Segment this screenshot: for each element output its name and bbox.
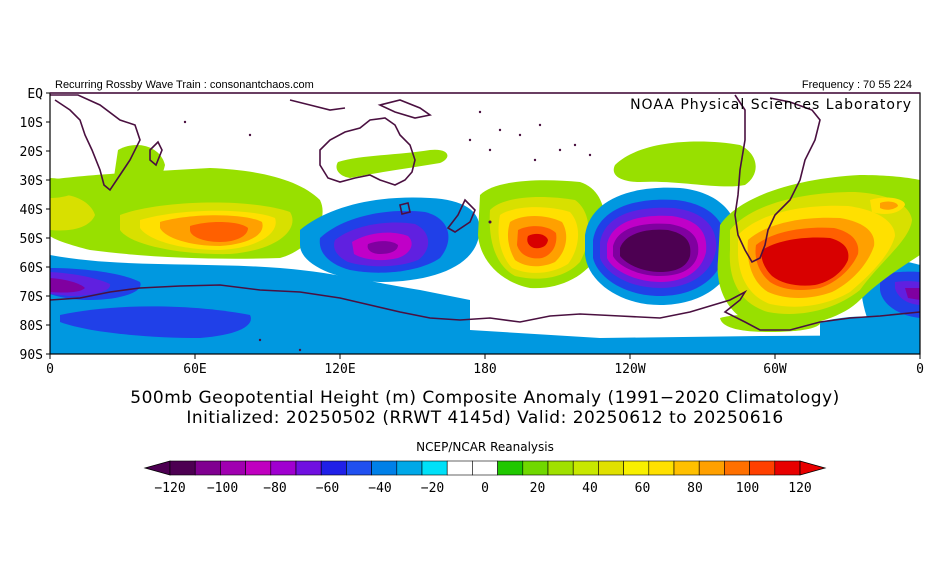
lon-label: 60W [763, 362, 787, 377]
colorbar-swatch [270, 460, 297, 476]
lat-label: 40S [20, 203, 43, 218]
colorbar-tick-label: −40 [368, 481, 391, 496]
green-patch-australia [336, 149, 448, 178]
frequency-note: Frequency : 70 55 224 [802, 79, 912, 91]
colorbar-arrow-right [799, 460, 827, 476]
latitude-axis: EQ 10S 20S 30S 40S 50S 60S 70S 80S 90S [20, 87, 50, 363]
lat-label: 30S [20, 174, 43, 189]
lon-label: 0 [916, 362, 924, 377]
longitude-axis: 0 60E 120E 180 120W 60W 0 [46, 354, 924, 377]
colorbar-swatch [371, 460, 398, 476]
colorbar-swatch [421, 460, 448, 476]
lon-label: 0 [46, 362, 54, 377]
title-line-1: 500mb Geopotential Height (m) Composite … [130, 388, 839, 408]
colorbar-arrow-left [143, 460, 171, 476]
colorbar-swatch [623, 460, 650, 476]
colorbar-tick-label: −20 [421, 481, 444, 496]
coastlines [50, 94, 920, 331]
islands [183, 110, 592, 352]
title-line-2: Initialized: 20250502 (RRWT 4145d) Valid… [186, 408, 783, 428]
lon-label: 120W [614, 362, 645, 377]
lon-label: 120E [324, 362, 355, 377]
lat-label: 90S [20, 348, 43, 363]
lab-label: NOAA Physical Sciences Laboratory [630, 97, 912, 113]
green-patch-0e [50, 178, 78, 198]
green-patch-eastpacific [613, 141, 756, 187]
colorbar-swatch [724, 460, 750, 476]
antarctic-low-band [50, 255, 920, 354]
lat-label: 80S [20, 319, 43, 334]
colorbar-tick-label: −120 [154, 481, 185, 496]
colorbar-swatch [673, 460, 700, 476]
positive-center-50w [717, 175, 920, 332]
data-source-label: NCEP/NCAR Reanalysis [416, 440, 554, 454]
negative-center-140e [300, 197, 480, 282]
colorbar-swatch [598, 460, 624, 476]
colorbar-tick-label: 60 [635, 481, 651, 496]
colorbar-tick-label: 120 [788, 481, 811, 496]
colorbar-swatch [245, 460, 272, 476]
lat-label: 10S [20, 116, 43, 131]
colorbar-swatch [320, 460, 347, 476]
green-patch-20s [112, 145, 165, 192]
colorbar-labels: −120 −100 −80 −60 −40 −20 0 20 40 60 80 100 120 [154, 481, 811, 496]
colorbar-swatch [648, 460, 675, 476]
colorbar-swatch [446, 460, 473, 476]
colorbar-tick-label: −100 [207, 481, 238, 496]
colorbar-swatch [295, 460, 322, 476]
lat-label: 50S [20, 232, 43, 247]
lat-label: 60S [20, 261, 43, 276]
colorbar-swatch [396, 460, 423, 476]
colorbar-swatch [346, 460, 372, 476]
negative-center-130w [585, 187, 739, 305]
colorbar-tick-label: 100 [736, 481, 759, 496]
lon-label: 180 [473, 362, 496, 377]
colorbar-tick-label: 0 [481, 481, 489, 496]
colorbar-swatch [194, 460, 221, 476]
colorbar-swatch [749, 460, 776, 476]
colorbar-swatch [497, 460, 524, 476]
colorbar-tick-label: −80 [263, 481, 286, 496]
lat-label: 20S [20, 145, 43, 160]
lat-label: 70S [20, 290, 43, 305]
colorbar-swatch [547, 460, 574, 476]
colorbar-tick-label: 40 [582, 481, 598, 496]
source-note: Recurring Rossby Wave Train : consonantc… [55, 79, 314, 91]
colorbar-swatch [698, 460, 725, 476]
colorbar-tick-label: 20 [530, 481, 546, 496]
colorbar-swatch [572, 460, 599, 476]
colorbar-swatch [472, 460, 498, 476]
colorbar-swatch [220, 460, 246, 476]
colorbar [143, 460, 827, 476]
positive-center-160w [478, 180, 605, 289]
colorbar-swatch [522, 460, 549, 476]
lat-label: EQ [27, 87, 43, 102]
anomaly-map [50, 93, 920, 354]
colorbar-tick-label: 80 [687, 481, 703, 496]
colorbar-swatch [774, 460, 801, 476]
colorbar-swatch [169, 460, 196, 476]
colorbar-tick-label: −60 [316, 481, 339, 496]
lon-label: 60E [183, 362, 206, 377]
positive-center-60e [50, 168, 323, 259]
